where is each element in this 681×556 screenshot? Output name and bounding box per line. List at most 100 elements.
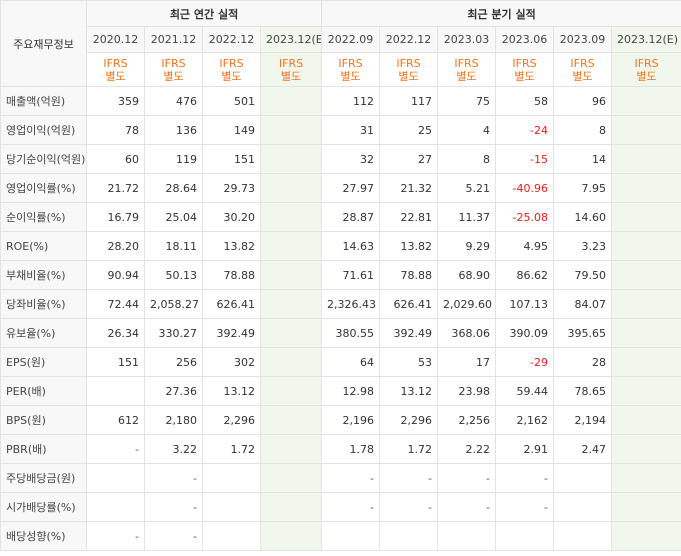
table-cell — [259, 521, 323, 551]
row-label: 당기순이익(억원) — [0, 144, 87, 174]
table-cell: 359 — [86, 86, 145, 116]
table-cell: 612 — [86, 405, 145, 435]
table-cell: 5.21 — [437, 173, 497, 203]
table-cell: 90.94 — [86, 260, 145, 290]
table-cell: 2,058.27 — [144, 289, 203, 319]
basis-label: 별도 — [514, 69, 535, 83]
table-cell: 27.36 — [144, 376, 203, 406]
date-header-row: 2020.12 2021.12 2022.12 2023.12(E) 2022.09 20… — [1, 26, 681, 53]
table-cell: 380.55 — [321, 318, 381, 348]
table-cell: 14 — [553, 144, 613, 174]
table-cell — [259, 86, 323, 116]
ifrs-label: IFRS — [278, 56, 304, 70]
table-cell: 8 — [437, 144, 497, 174]
row-label: ROE(%) — [0, 231, 87, 261]
table-cell: -40.96 — [495, 173, 555, 203]
table-cell — [611, 376, 681, 406]
column-ifrs-header: IFRS 별도 — [611, 52, 681, 87]
table-cell: 136 — [144, 115, 203, 145]
table-cell: 4.95 — [495, 231, 555, 261]
ifrs-label: IFRS — [634, 56, 659, 70]
table-cell: 2,196 — [321, 405, 381, 435]
column-date-header: 2023.12(E) — [259, 26, 323, 53]
table-cell — [259, 347, 323, 377]
table-cell — [553, 521, 613, 551]
row-label: BPS(원) — [0, 405, 87, 435]
table-row: 당기순이익(억원) 60 119 151 32 27 8 -15 14 — [0, 144, 681, 174]
table-cell — [321, 521, 381, 551]
table-cell: 112 — [321, 86, 381, 116]
table-cell: 14.60 — [553, 202, 613, 232]
table-cell: 149 — [202, 115, 261, 145]
ifrs-label: IFRS — [454, 56, 479, 70]
table-cell: 17 — [437, 347, 497, 377]
table-cell: -15 — [495, 144, 555, 174]
table-cell: 3.22 — [144, 434, 203, 464]
column-date-header: 2022.12 — [202, 26, 261, 53]
table-row: 영업이익(억원) 78 136 149 31 25 4 -24 8 — [0, 115, 681, 145]
basis-label: 별도 — [163, 69, 184, 83]
table-row: 시가배당률(%) - - - - - — [0, 492, 681, 522]
row-label: 유보율(%) — [0, 318, 87, 348]
ifrs-label: IFRS — [338, 56, 363, 70]
table-cell: 79.50 — [553, 260, 613, 290]
table-cell: - — [86, 434, 145, 464]
ifrs-label: IFRS — [512, 56, 537, 70]
table-cell: 3.23 — [553, 231, 613, 261]
table-cell: 13.12 — [202, 376, 261, 406]
table-cell — [202, 463, 261, 493]
row-label: 부채비율(%) — [0, 260, 87, 290]
table-cell: 2.47 — [553, 434, 613, 464]
table-cell — [611, 173, 681, 203]
ifrs-label: IFRS — [103, 56, 128, 70]
table-cell: 75 — [437, 86, 497, 116]
table-cell: 2.22 — [437, 434, 497, 464]
table-cell: 2,296 — [379, 405, 439, 435]
table-cell: 50.13 — [144, 260, 203, 290]
table-cell: 8 — [553, 115, 613, 145]
table-cell: 256 — [144, 347, 203, 377]
table-cell: 28 — [553, 347, 613, 377]
table-cell — [259, 492, 323, 522]
financial-rows: 매출액(억원) 359 476 501 112 117 75 58 96 영업이익(억원) 78 13… — [0, 86, 681, 551]
table-cell — [611, 347, 681, 377]
column-ifrs-header: IFRS 별도 — [553, 52, 613, 87]
table-cell: 14.63 — [321, 231, 381, 261]
table-cell: - — [321, 463, 381, 493]
table-cell — [202, 492, 261, 522]
column-ifrs-header: IFRS 별도 — [144, 52, 203, 87]
column-date-header: 2022.09 — [321, 26, 381, 53]
row-label: PER(배) — [0, 376, 87, 406]
row-label: 당좌비율(%) — [0, 289, 87, 319]
table-cell — [259, 463, 323, 493]
table-cell: 1.78 — [321, 434, 381, 464]
column-ifrs-header: IFRS 별도 — [321, 52, 381, 87]
table-cell: -25.08 — [495, 202, 555, 232]
ifrs-header-row: IFRS 별도 IFRS 별도 IFRS 별도 IFRS 별도 IFRS 별도 IFRS 별도 IFRS… — [1, 52, 681, 87]
column-ifrs-header: IFRS 별도 — [86, 52, 145, 87]
table-cell — [259, 115, 323, 145]
table-cell — [86, 492, 145, 522]
table-row: 주당배당금(원) - - - - - — [0, 463, 681, 493]
table-cell — [259, 376, 323, 406]
table-cell: 32 — [321, 144, 381, 174]
table-cell: 13.82 — [202, 231, 261, 261]
table-cell — [611, 492, 681, 522]
column-ifrs-header: IFRS 별도 — [437, 52, 497, 87]
table-cell — [259, 318, 323, 348]
table-cell — [611, 434, 681, 464]
table-cell: - — [437, 463, 497, 493]
table-cell — [259, 173, 323, 203]
table-cell: 119 — [144, 144, 203, 174]
table-cell: 18.11 — [144, 231, 203, 261]
table-cell: 72.44 — [86, 289, 145, 319]
table-cell: 68.90 — [437, 260, 497, 290]
column-date-header: 2020.12 — [86, 26, 145, 53]
table-cell: 11.37 — [437, 202, 497, 232]
table-cell — [611, 86, 681, 116]
table-cell — [611, 144, 681, 174]
table-cell — [437, 521, 497, 551]
row-label: 주당배당금(원) — [0, 463, 87, 493]
table-cell — [259, 289, 323, 319]
